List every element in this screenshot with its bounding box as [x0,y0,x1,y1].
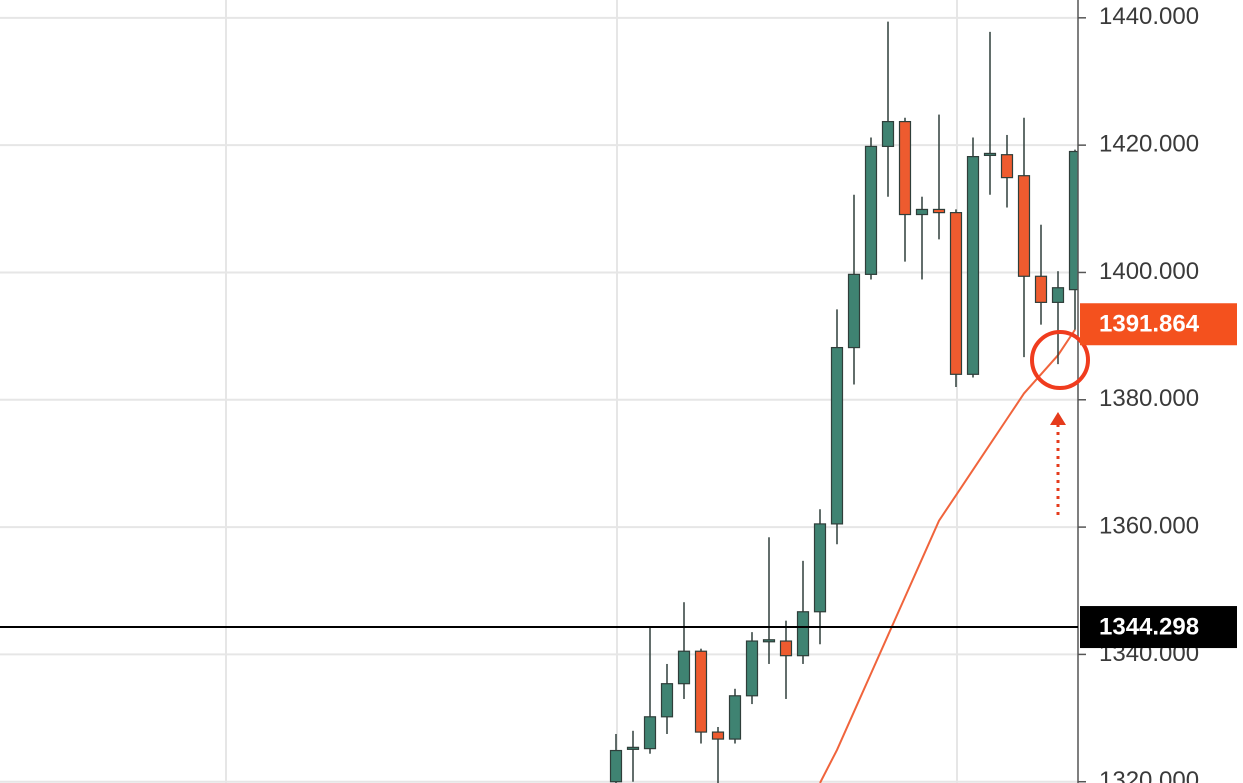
price-label-box [1080,303,1237,346]
y-tick-label: 1320.000 [1099,767,1199,783]
candle-body [813,523,827,613]
y-tick-label: 1360.000 [1099,512,1199,539]
candle-body [1000,154,1014,179]
candle-body [694,650,708,733]
candle-body [898,120,912,216]
candle-body [1017,175,1031,277]
y-tick-label: 1400.000 [1099,258,1199,285]
candle-body [779,640,793,657]
annotation-arrowhead [1050,412,1066,425]
y-tick-label: 1380.000 [1099,385,1199,412]
highlight-circle [1030,330,1090,390]
candle-body [983,152,997,157]
candle-body [762,639,776,643]
price-label: 1391.864 [1099,311,1200,338]
candle-body [660,683,674,718]
candle-body [847,273,861,349]
candle-body [711,731,725,740]
candle-body [915,208,929,216]
candle-body [728,695,742,740]
candle-body [1051,287,1065,303]
plot [609,21,1078,783]
candle-body [626,746,640,750]
y-tick-label: 1420.000 [1099,130,1199,157]
candle-body [1034,275,1048,303]
candle-body [609,749,623,783]
candle-body [796,611,810,657]
y-axis: 1320.0001340.0001360.0001380.0001400.000… [1078,3,1199,783]
candle-body [830,346,844,525]
candle-body [677,650,691,685]
y-tick-label: 1440.000 [1099,3,1199,30]
price-label-box [1080,606,1237,649]
candle-body [745,640,759,697]
candle-body [881,120,895,148]
moving-average-line [819,329,1076,783]
candle-body [1068,150,1078,291]
candle-body [864,145,878,275]
candle-body [949,212,963,375]
candle-body [932,208,946,214]
candle-body [643,716,657,750]
price-label: 1344.298 [1099,613,1199,640]
candle-body [966,156,980,375]
grid [0,0,1078,783]
